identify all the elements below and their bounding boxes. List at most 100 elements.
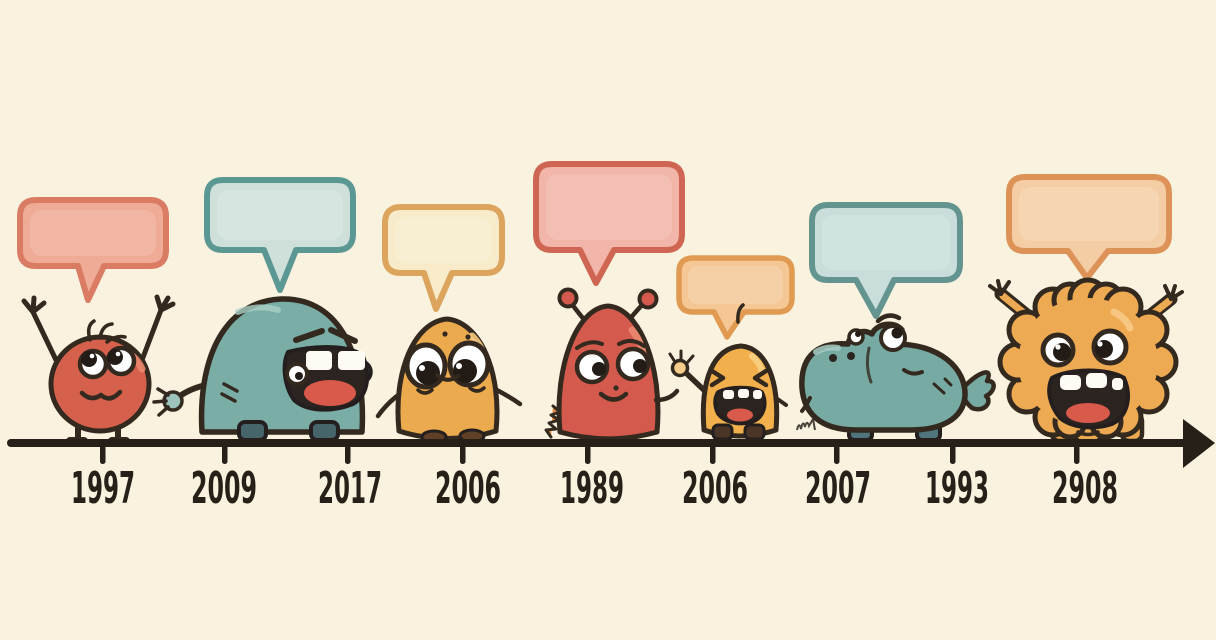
eye-glint xyxy=(89,353,95,359)
pupil xyxy=(633,359,647,373)
character-yellow-crying-monster xyxy=(668,303,788,441)
tooth xyxy=(753,390,762,399)
mouth xyxy=(598,391,629,402)
pupil xyxy=(107,349,123,365)
tick xyxy=(460,445,466,464)
tooth xyxy=(723,390,734,399)
speech-bubble-5 xyxy=(676,255,795,340)
pupil xyxy=(416,361,440,385)
right-arm xyxy=(774,396,788,407)
pupil xyxy=(81,351,97,367)
character-red-round-monster xyxy=(21,294,176,445)
tooth xyxy=(738,389,749,398)
pupil xyxy=(1053,343,1071,361)
tick xyxy=(834,445,840,464)
tail xyxy=(960,370,996,412)
foot xyxy=(711,423,734,441)
pupil xyxy=(1095,340,1113,358)
pupil xyxy=(592,362,606,376)
tick xyxy=(1074,445,1080,464)
eye-glint xyxy=(115,351,121,357)
fingers xyxy=(988,279,1011,296)
hair xyxy=(736,303,745,324)
timeline-line xyxy=(7,439,1187,447)
eyebrows xyxy=(575,339,646,350)
jaw-line xyxy=(865,346,873,384)
belly-marks xyxy=(932,377,953,395)
left-arm xyxy=(21,295,59,363)
tooth xyxy=(1060,375,1081,390)
year-label-4: 2006 xyxy=(435,463,501,514)
eyebrows xyxy=(293,327,358,344)
tick xyxy=(345,445,351,464)
right-arm xyxy=(653,388,680,403)
tooth xyxy=(1112,378,1123,390)
nostril xyxy=(829,354,837,362)
foot xyxy=(743,423,766,441)
year-label-7: 2007 xyxy=(805,463,871,514)
speech-bubble-4 xyxy=(533,161,685,286)
pupil xyxy=(855,331,861,337)
timeline-axis: 1997 2009 2017 2006 1989 2006 2007 1993 … xyxy=(7,419,1215,514)
speech-bubble-1 xyxy=(17,197,169,303)
tooth xyxy=(306,351,332,370)
spiky-hand xyxy=(544,404,562,439)
brow-dot xyxy=(442,331,448,337)
mouth xyxy=(435,373,460,382)
fingers xyxy=(668,349,695,365)
speech-bubble-2 xyxy=(204,177,356,293)
bubble-highlight xyxy=(688,266,783,304)
timeline-arrowhead xyxy=(1183,419,1215,468)
bubble-highlight xyxy=(395,217,492,263)
speech-bubble-6 xyxy=(809,202,963,319)
nose xyxy=(613,385,619,391)
body-highlight xyxy=(235,304,281,315)
pupil xyxy=(453,359,477,383)
fingers xyxy=(1163,284,1184,301)
tick xyxy=(585,445,591,464)
eye-glint xyxy=(1097,341,1103,347)
antenna-tip xyxy=(637,288,659,310)
antenna-tip xyxy=(557,287,579,309)
eye-glint xyxy=(1055,344,1061,350)
character-teal-hippo-monster xyxy=(799,313,996,442)
tooth xyxy=(338,351,365,370)
tongue xyxy=(727,408,753,422)
year-label-3: 2017 xyxy=(318,463,382,514)
mouth xyxy=(902,368,924,376)
tick xyxy=(950,445,956,464)
body-highlight xyxy=(813,344,841,355)
chin-line xyxy=(1076,430,1100,437)
character-red-egg-monster xyxy=(544,287,680,446)
character-orange-egg-monster xyxy=(375,316,523,445)
tick xyxy=(100,445,106,464)
year-label-1: 1997 xyxy=(71,463,135,514)
right-arm xyxy=(139,294,176,363)
speech-bubble-7 xyxy=(1006,174,1172,281)
tick xyxy=(710,445,716,464)
year-labels: 1997 2009 2017 2006 1989 2006 2007 1993 … xyxy=(71,463,1118,514)
eyebrow xyxy=(875,313,902,324)
bubble-highlight xyxy=(217,190,343,240)
tick xyxy=(222,445,228,464)
artist-signature-scribble xyxy=(796,418,816,431)
tongue xyxy=(1066,403,1110,423)
year-label-5: 1989 xyxy=(560,463,624,514)
character-orange-fluffy-monster xyxy=(988,277,1184,447)
year-label-9: 2908 xyxy=(1052,463,1118,514)
bubble-highlight xyxy=(546,174,672,240)
tongue xyxy=(304,380,356,406)
tooth xyxy=(1086,373,1107,388)
body-highlight xyxy=(749,353,765,375)
foot xyxy=(309,420,340,442)
character-teal-blob-monster xyxy=(152,296,373,442)
eye-glint xyxy=(456,363,462,369)
year-label-6: 2006 xyxy=(682,463,748,514)
arm xyxy=(800,396,812,413)
year-label-2: 2009 xyxy=(191,463,257,514)
eye-glint xyxy=(419,365,425,371)
hair xyxy=(86,319,127,344)
mouth xyxy=(79,389,123,401)
bubble-highlight xyxy=(30,210,156,256)
